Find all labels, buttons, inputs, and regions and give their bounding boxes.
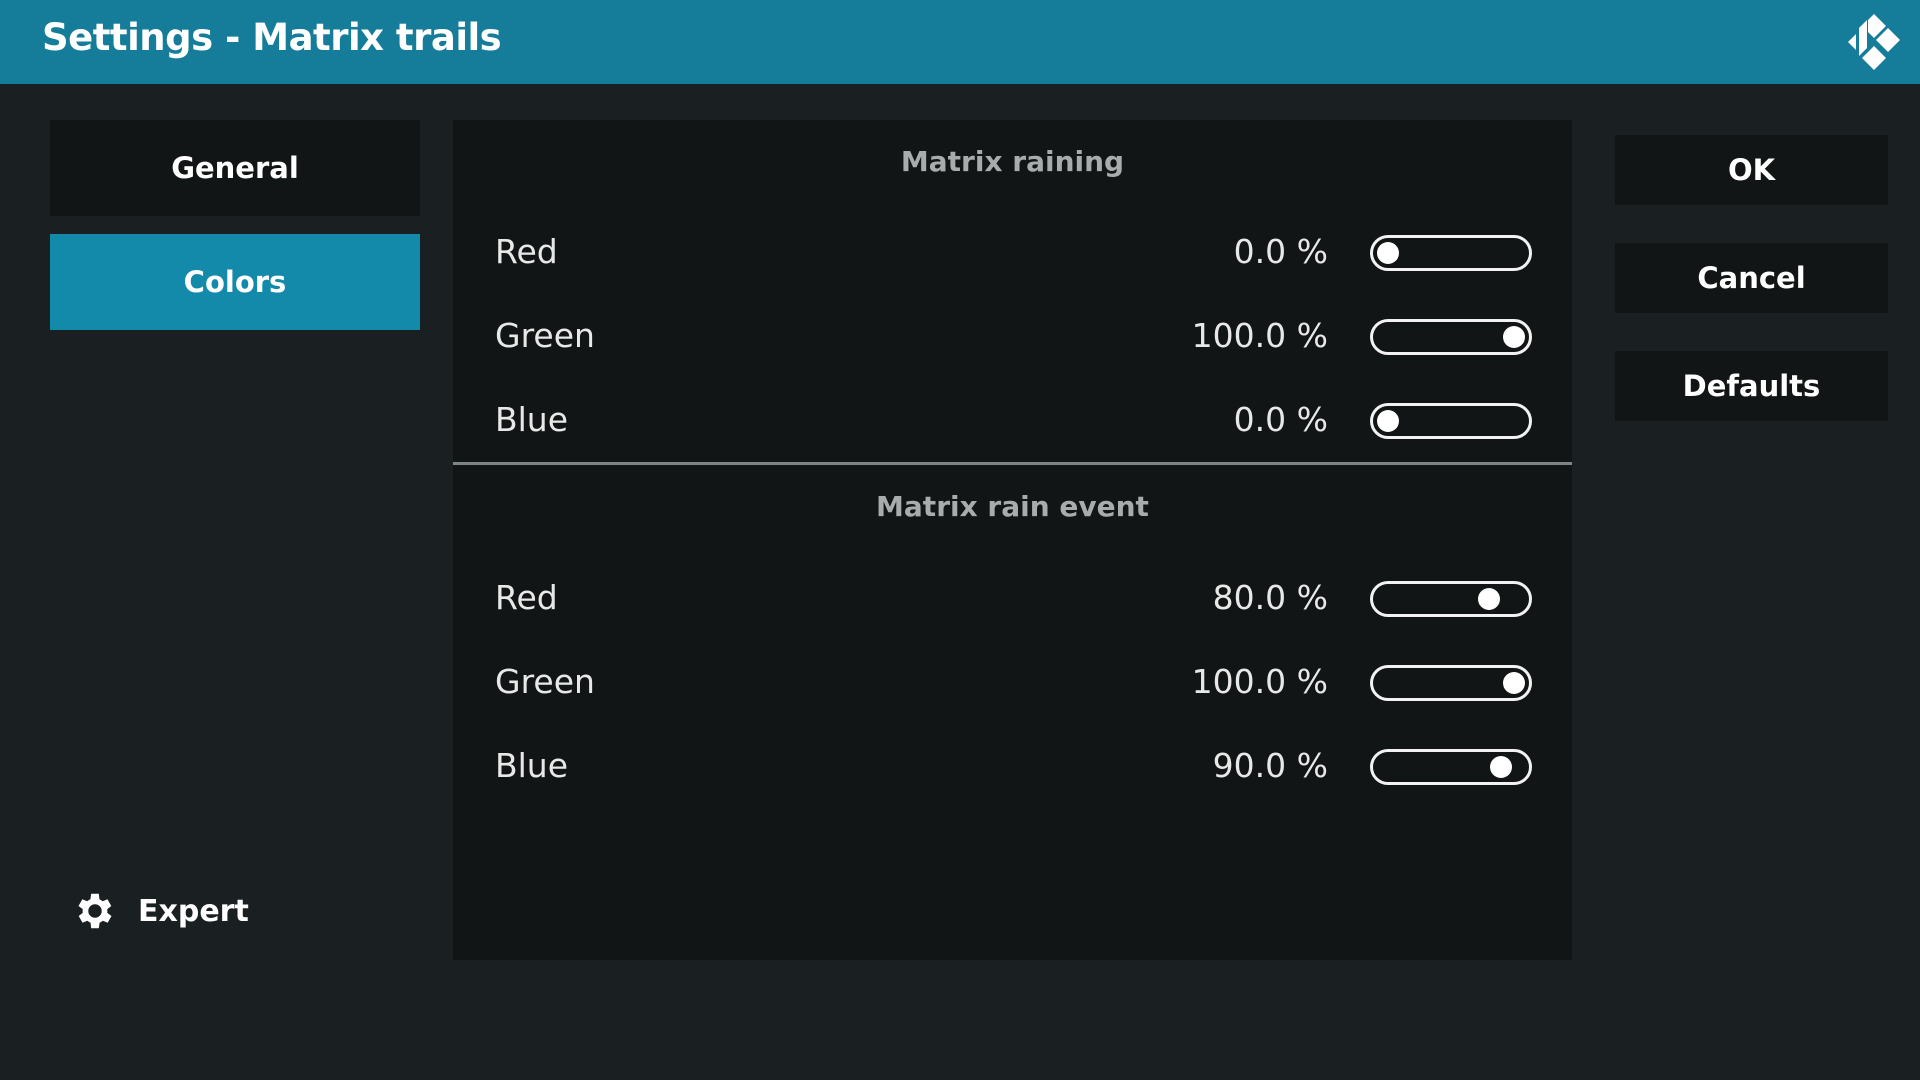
value-slider[interactable] xyxy=(1370,749,1532,785)
value-slider[interactable] xyxy=(1370,665,1532,701)
setting-row-green[interactable]: Green 100.0 % xyxy=(453,642,1572,722)
nav-colors-label: Colors xyxy=(183,265,287,299)
setting-row-green[interactable]: Green 100.0 % xyxy=(453,296,1572,376)
setting-row-blue[interactable]: Blue 0.0 % xyxy=(453,380,1572,460)
slider-knob[interactable] xyxy=(1377,410,1399,432)
setting-value: 80.0 % xyxy=(1212,578,1328,617)
value-slider[interactable] xyxy=(1370,403,1532,439)
setting-label: Blue xyxy=(495,746,569,785)
header-bar: Settings - Matrix trails xyxy=(0,0,1920,84)
setting-label: Green xyxy=(495,662,595,701)
setting-value: 100.0 % xyxy=(1191,316,1328,355)
nav-colors[interactable]: Colors xyxy=(50,234,420,330)
setting-label: Blue xyxy=(495,400,569,439)
section-divider xyxy=(453,462,1572,465)
setting-row-red[interactable]: Red 80.0 % xyxy=(453,558,1572,638)
section-title: Matrix raining xyxy=(900,145,1125,178)
slider-knob[interactable] xyxy=(1377,242,1399,264)
cancel-label: Cancel xyxy=(1697,261,1806,295)
setting-row-red[interactable]: Red 0.0 % xyxy=(453,212,1572,292)
setting-label: Green xyxy=(495,316,595,355)
defaults-label: Defaults xyxy=(1682,369,1821,403)
value-slider[interactable] xyxy=(1370,235,1532,271)
setting-value: 90.0 % xyxy=(1212,746,1328,785)
slider-knob[interactable] xyxy=(1503,326,1525,348)
defaults-button[interactable]: Defaults xyxy=(1615,351,1888,421)
setting-value: 0.0 % xyxy=(1233,232,1328,271)
value-slider[interactable] xyxy=(1370,581,1532,617)
nav-general[interactable]: General xyxy=(50,120,420,216)
ok-label: OK xyxy=(1727,153,1776,187)
expert-label: Expert xyxy=(138,893,249,929)
slider-knob[interactable] xyxy=(1477,588,1500,610)
expert-level-button[interactable]: Expert xyxy=(72,888,249,934)
slider-knob[interactable] xyxy=(1503,672,1525,694)
slider-knob[interactable] xyxy=(1490,756,1513,778)
setting-value: 0.0 % xyxy=(1233,400,1328,439)
settings-panel: Matrix raining Matrix rain event Red 0.0… xyxy=(453,120,1572,960)
kodi-logo-icon xyxy=(1848,14,1900,70)
value-slider[interactable] xyxy=(1370,319,1532,355)
section-title: Matrix rain event xyxy=(876,490,1149,523)
setting-label: Red xyxy=(495,232,558,271)
page-title: Settings - Matrix trails xyxy=(42,16,502,59)
setting-label: Red xyxy=(495,578,558,617)
setting-value: 100.0 % xyxy=(1191,662,1328,701)
gear-icon xyxy=(78,893,112,929)
nav-general-label: General xyxy=(171,151,299,185)
cancel-button[interactable]: Cancel xyxy=(1615,243,1888,313)
ok-button[interactable]: OK xyxy=(1615,135,1888,205)
setting-row-blue[interactable]: Blue 90.0 % xyxy=(453,726,1572,806)
